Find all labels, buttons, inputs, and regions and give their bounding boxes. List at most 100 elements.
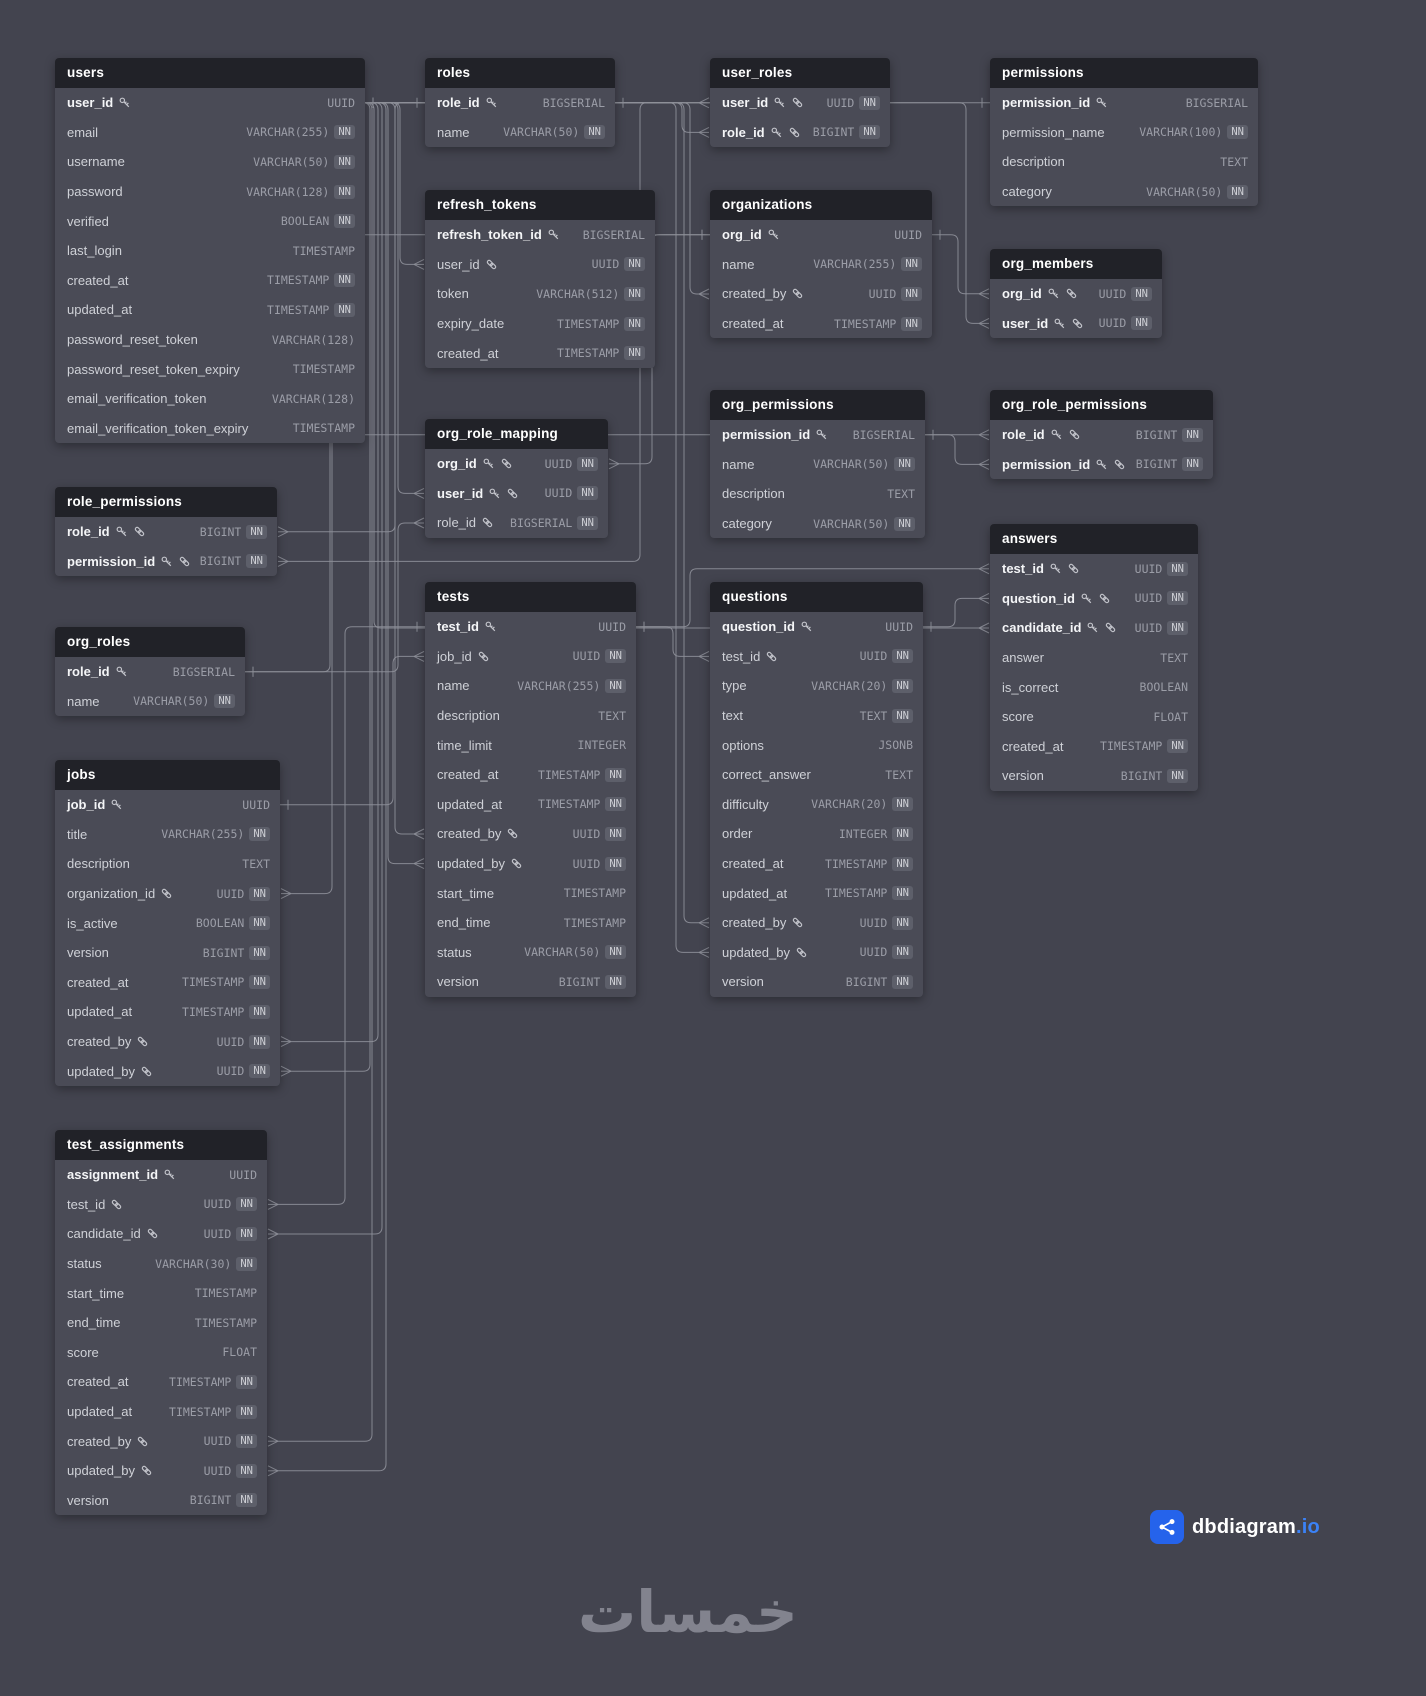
table-header-permissions[interactable]: permissions	[990, 58, 1258, 88]
table-header-test_assignments[interactable]: test_assignments	[55, 1130, 267, 1160]
field-name: name	[722, 456, 755, 472]
field-type: INTEGER	[838, 826, 888, 841]
foreign-key-link-icon	[791, 287, 804, 300]
not-null-badge: NN	[249, 827, 270, 842]
table-header-roles[interactable]: roles	[425, 58, 615, 88]
foreign-key-link-icon	[160, 887, 173, 900]
foreign-key-link-icon	[140, 1464, 153, 1477]
field-name: created_at	[437, 767, 499, 783]
field-row-questions-correct_answer: correct_answer TEXT	[710, 760, 923, 790]
table-questions[interactable]: questions question_id UUID test_id UUID NN typ…	[710, 582, 923, 997]
field-type: BIGINT	[202, 945, 245, 960]
field-type: VARCHAR(50)	[813, 457, 890, 472]
not-null-badge: NN	[1167, 768, 1188, 783]
field-type: UUID	[1098, 316, 1127, 331]
field-row-org_members-org_id: org_id UUID NN	[990, 279, 1162, 309]
table-org_permissions[interactable]: org_permissions permission_id BIGSERIAL nam…	[710, 390, 925, 539]
field-row-questions-test_id: test_id UUID NN	[710, 642, 923, 672]
field-type: VARCHAR(50)	[133, 694, 210, 709]
field-type: UUID	[544, 486, 573, 501]
table-header-questions[interactable]: questions	[710, 582, 923, 612]
table-header-organizations[interactable]: organizations	[710, 190, 932, 220]
field-type: BIGINT	[1120, 768, 1163, 783]
table-test_assignments[interactable]: test_assignments assignment_id UUID test_id…	[55, 1130, 267, 1516]
field-type: TEXT	[1220, 154, 1248, 169]
table-header-users[interactable]: users	[55, 58, 365, 88]
field-row-permissions-description: description TEXT	[990, 147, 1258, 177]
table-roles[interactable]: roles role_id BIGSERIAL name VARCHAR(50) NN	[425, 58, 615, 148]
table-header-tests[interactable]: tests	[425, 582, 636, 612]
field-type: BIGINT	[845, 974, 888, 989]
table-org_role_mapping[interactable]: org_role_mapping org_id UUID NN user_id UUID N…	[425, 419, 608, 538]
table-org_role_permissions[interactable]: org_role_permissions role_id BIGINT NN permi…	[990, 390, 1213, 480]
field-name: end_time	[437, 915, 491, 931]
table-answers[interactable]: answers test_id UUID NN question_id UUID NN can…	[990, 524, 1198, 791]
field-type: UUID	[859, 915, 888, 930]
not-null-badge: NN	[249, 1034, 270, 1049]
table-header-org_role_permissions[interactable]: org_role_permissions	[990, 390, 1213, 420]
field-row-answers-is_correct: is_correct BOOLEAN	[990, 672, 1198, 702]
table-permissions[interactable]: permissions permission_id BIGSERIAL permiss…	[990, 58, 1258, 207]
table-header-org_permissions[interactable]: org_permissions	[710, 390, 925, 420]
field-name: created_by	[722, 286, 787, 302]
table-header-org_role_mapping[interactable]: org_role_mapping	[425, 419, 608, 449]
primary-key-icon	[547, 228, 560, 241]
field-row-user_roles-role_id: role_id BIGINT NN	[710, 118, 890, 148]
table-org_roles[interactable]: org_roles role_id BIGSERIAL name VARCHAR(50)…	[55, 627, 245, 717]
field-row-tests-name: name VARCHAR(255) NN	[425, 671, 636, 701]
not-null-badge: NN	[577, 456, 598, 471]
field-type: VARCHAR(50)	[503, 125, 580, 140]
field-type: UUID	[327, 95, 355, 110]
not-null-badge: NN	[892, 826, 913, 841]
field-name: permission_id	[1002, 456, 1091, 472]
table-tests[interactable]: tests test_id UUID job_id UUID NN name VARCHAR(…	[425, 582, 636, 997]
field-name: org_id	[1002, 286, 1042, 302]
field-type: JSONB	[878, 738, 913, 753]
table-users[interactable]: users user_id UUID email VARCHAR(255) NN usern…	[55, 58, 365, 444]
table-header-user_roles[interactable]: user_roles	[710, 58, 890, 88]
table-header-refresh_tokens[interactable]: refresh_tokens	[425, 190, 655, 220]
not-null-badge: NN	[249, 1004, 270, 1019]
field-type: BIGSERIAL	[1185, 95, 1248, 110]
not-null-badge: NN	[901, 286, 922, 301]
table-header-role_permissions[interactable]: role_permissions	[55, 487, 277, 517]
table-org_members[interactable]: org_members org_id UUID NN user_id UUID NN	[990, 249, 1162, 339]
field-type: TIMESTAMP	[825, 856, 888, 871]
table-organizations[interactable]: organizations org_id UUID name VARCHAR(255) N…	[710, 190, 932, 339]
field-type: VARCHAR(255)	[517, 678, 601, 693]
field-row-jobs-version: version BIGINT NN	[55, 938, 280, 968]
field-type: TIMESTAMP	[557, 346, 620, 361]
field-name: title	[67, 826, 88, 842]
table-header-org_members[interactable]: org_members	[990, 249, 1162, 279]
field-type: UUID	[826, 95, 855, 110]
table-user_roles[interactable]: user_roles user_id UUID NN role_id BIGINT NN	[710, 58, 890, 148]
field-type: UUID	[598, 619, 626, 634]
foreign-key-link-icon	[1068, 428, 1081, 441]
not-null-badge: NN	[1227, 125, 1248, 140]
field-type: TIMESTAMP	[538, 797, 601, 812]
field-row-organizations-created_by: created_by UUID NN	[710, 279, 932, 309]
not-null-badge: NN	[249, 916, 270, 931]
table-header-jobs[interactable]: jobs	[55, 760, 280, 790]
field-name: name	[437, 678, 470, 694]
field-name: updated_at	[722, 885, 788, 901]
field-name: is_active	[67, 915, 118, 931]
table-header-org_roles[interactable]: org_roles	[55, 627, 245, 657]
table-header-answers[interactable]: answers	[990, 524, 1198, 554]
field-row-answers-version: version BIGINT NN	[990, 761, 1198, 791]
field-name: status	[437, 944, 472, 960]
table-refresh_tokens[interactable]: refresh_tokens refresh_token_id BIGSERIAL u…	[425, 190, 655, 368]
not-null-badge: NN	[246, 554, 267, 569]
field-row-test_assignments-score: score FLOAT	[55, 1338, 267, 1368]
field-row-test_assignments-created_at: created_at TIMESTAMP NN	[55, 1367, 267, 1397]
field-row-jobs-job_id: job_id UUID	[55, 790, 280, 820]
table-jobs[interactable]: jobs job_id UUID title VARCHAR(255) NN descrip…	[55, 760, 280, 1086]
field-type: TEXT	[1160, 650, 1188, 665]
dbdiagram-logo[interactable]: dbdiagram.io	[1150, 1510, 1320, 1544]
field-name: version	[722, 974, 764, 990]
field-name: updated_at	[437, 796, 503, 812]
field-row-questions-updated_at: updated_at TIMESTAMP NN	[710, 878, 923, 908]
field-type: VARCHAR(255)	[246, 125, 330, 140]
table-role_permissions[interactable]: role_permissions role_id BIGINT NN permissio…	[55, 487, 277, 577]
